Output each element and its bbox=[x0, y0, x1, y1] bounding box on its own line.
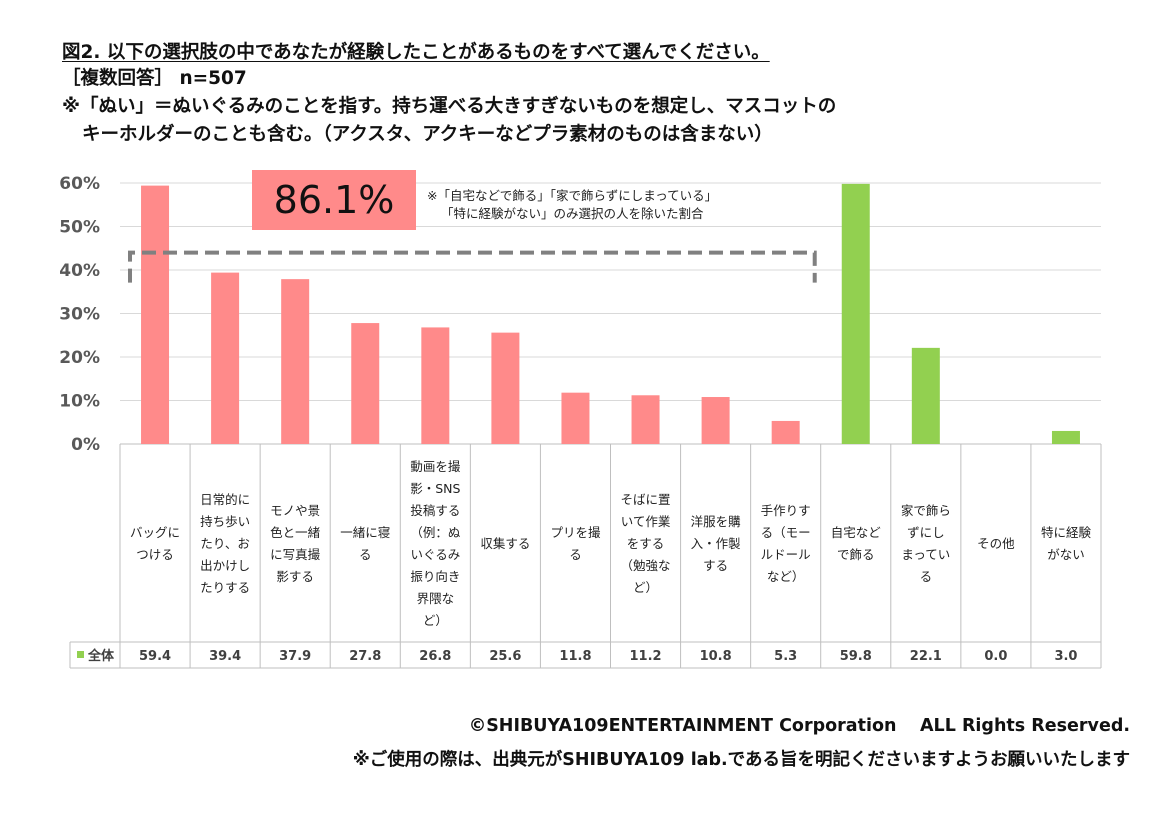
bar bbox=[281, 279, 310, 444]
category-label: たりする bbox=[200, 580, 250, 595]
category-label: 影する bbox=[276, 569, 314, 584]
data-label: 5.3 bbox=[774, 649, 797, 664]
category-label: 手作りす bbox=[761, 503, 811, 518]
category-label: たり、お bbox=[200, 536, 250, 551]
y-tick-label: 50% bbox=[59, 218, 100, 238]
data-label: 25.6 bbox=[489, 649, 521, 664]
category-label: 界隈な bbox=[417, 591, 455, 606]
category-label: 持ち歩い bbox=[200, 514, 250, 529]
category-label: ど） bbox=[633, 580, 658, 595]
data-label: 0.0 bbox=[984, 649, 1007, 664]
legend-label: 全体 bbox=[87, 648, 115, 664]
category-label: バッグに bbox=[130, 525, 180, 540]
category-label: に写真撮 bbox=[270, 547, 321, 562]
category-label: をする bbox=[627, 536, 665, 551]
category-label: その他 bbox=[977, 536, 1015, 551]
data-label: 37.9 bbox=[279, 649, 311, 664]
category-label: 出かけし bbox=[200, 558, 250, 573]
bar bbox=[911, 347, 940, 444]
y-tick-label: 0% bbox=[71, 435, 100, 455]
data-label: 59.8 bbox=[840, 649, 872, 664]
highlight-box bbox=[252, 170, 416, 230]
definition-note-line2: キーホルダーのことも含む。（アクスタ、アクキーなどプラ素材のものは含まない） bbox=[82, 124, 773, 145]
category-label: （勉強な bbox=[621, 558, 671, 573]
legend-swatch bbox=[77, 651, 84, 658]
category-label: がない bbox=[1047, 547, 1085, 562]
category-label: る bbox=[920, 569, 933, 584]
highlight-note-line2: 「特に経験がない」のみ選択の人を除いた割合 bbox=[441, 206, 704, 221]
category-label: 影・SNS bbox=[410, 481, 460, 496]
bar bbox=[491, 332, 520, 444]
bar bbox=[841, 183, 870, 444]
bar bbox=[421, 327, 450, 444]
category-label: 振り向き bbox=[410, 569, 460, 584]
category-label: いて作業 bbox=[621, 514, 671, 529]
category-label: （例：ぬ bbox=[410, 525, 461, 540]
copyright-notice: ©SHIBUYA109ENTERTAINMENT Corporation ALL… bbox=[468, 716, 1130, 736]
bar bbox=[141, 185, 170, 445]
category-label: 色と一緒 bbox=[270, 525, 321, 540]
category-label: つける bbox=[136, 547, 174, 562]
category-label: 洋服を購 bbox=[691, 514, 741, 529]
data-label: 22.1 bbox=[910, 649, 942, 664]
bar bbox=[701, 397, 730, 444]
category-label: る bbox=[359, 547, 372, 562]
category-label: 入・作製 bbox=[691, 536, 741, 551]
category-label: など） bbox=[767, 569, 805, 584]
category-label: プリを撮 bbox=[550, 525, 601, 540]
data-label: 3.0 bbox=[1054, 649, 1077, 664]
chart-title: 図2. 以下の選択肢の中であなたが経験したことがあるものをすべて選んでください。 bbox=[62, 42, 770, 63]
category-label: 動画を撮 bbox=[410, 459, 461, 474]
y-tick-label: 10% bbox=[59, 392, 100, 412]
category-label: そばに置 bbox=[621, 492, 671, 507]
category-label: まってい bbox=[901, 547, 950, 562]
data-label: 26.8 bbox=[419, 649, 451, 664]
category-label: る bbox=[569, 547, 582, 562]
highlight-note-line1: ※「自宅などで飾る」「家で飾らずにしまっている」 bbox=[427, 188, 717, 203]
category-label: 投稿する bbox=[410, 503, 460, 518]
bar bbox=[631, 395, 660, 444]
category-label: る（モー bbox=[761, 525, 811, 540]
category-label: ずにし bbox=[907, 525, 945, 540]
bar bbox=[1051, 430, 1080, 444]
data-label: 39.4 bbox=[209, 649, 241, 664]
category-label: 家で飾ら bbox=[901, 503, 951, 518]
category-label: 収集する bbox=[480, 536, 530, 551]
category-label: いぐるみ bbox=[410, 547, 460, 562]
category-label: 日常的に bbox=[200, 492, 250, 507]
data-label: 10.8 bbox=[700, 649, 732, 664]
category-label: ルドール bbox=[761, 547, 811, 562]
usage-notice: ※ご使用の際は、出典元がSHIBUYA109 lab.である旨を明記くださいます… bbox=[352, 750, 1130, 770]
category-label: で飾る bbox=[837, 547, 875, 562]
category-label: モノや景 bbox=[270, 503, 320, 518]
bar bbox=[771, 420, 800, 444]
bar bbox=[351, 323, 380, 444]
y-tick-label: 20% bbox=[59, 348, 100, 368]
y-tick-label: 30% bbox=[59, 305, 100, 325]
category-label: 自宅など bbox=[831, 525, 882, 540]
category-label: する bbox=[703, 558, 728, 573]
data-label: 27.8 bbox=[349, 649, 381, 664]
y-tick-label: 60% bbox=[59, 174, 100, 194]
y-tick-label: 40% bbox=[59, 261, 100, 281]
data-label: 11.8 bbox=[559, 649, 591, 664]
highlight-percentage: 86.1% bbox=[274, 178, 395, 222]
category-label: 特に経験 bbox=[1041, 525, 1092, 540]
category-label: 一緒に寝 bbox=[340, 525, 390, 540]
bar bbox=[561, 392, 590, 444]
data-label: 11.2 bbox=[629, 649, 661, 664]
definition-note-line1: ※「ぬい」＝ぬいぐるみのことを指す。持ち運べる大きすぎないものを想定し、マスコッ… bbox=[62, 96, 837, 117]
bar bbox=[211, 272, 240, 444]
sample-size: ［複数回答］ n=507 bbox=[62, 68, 247, 89]
data-label: 59.4 bbox=[139, 649, 171, 664]
category-label: ど） bbox=[423, 613, 448, 628]
